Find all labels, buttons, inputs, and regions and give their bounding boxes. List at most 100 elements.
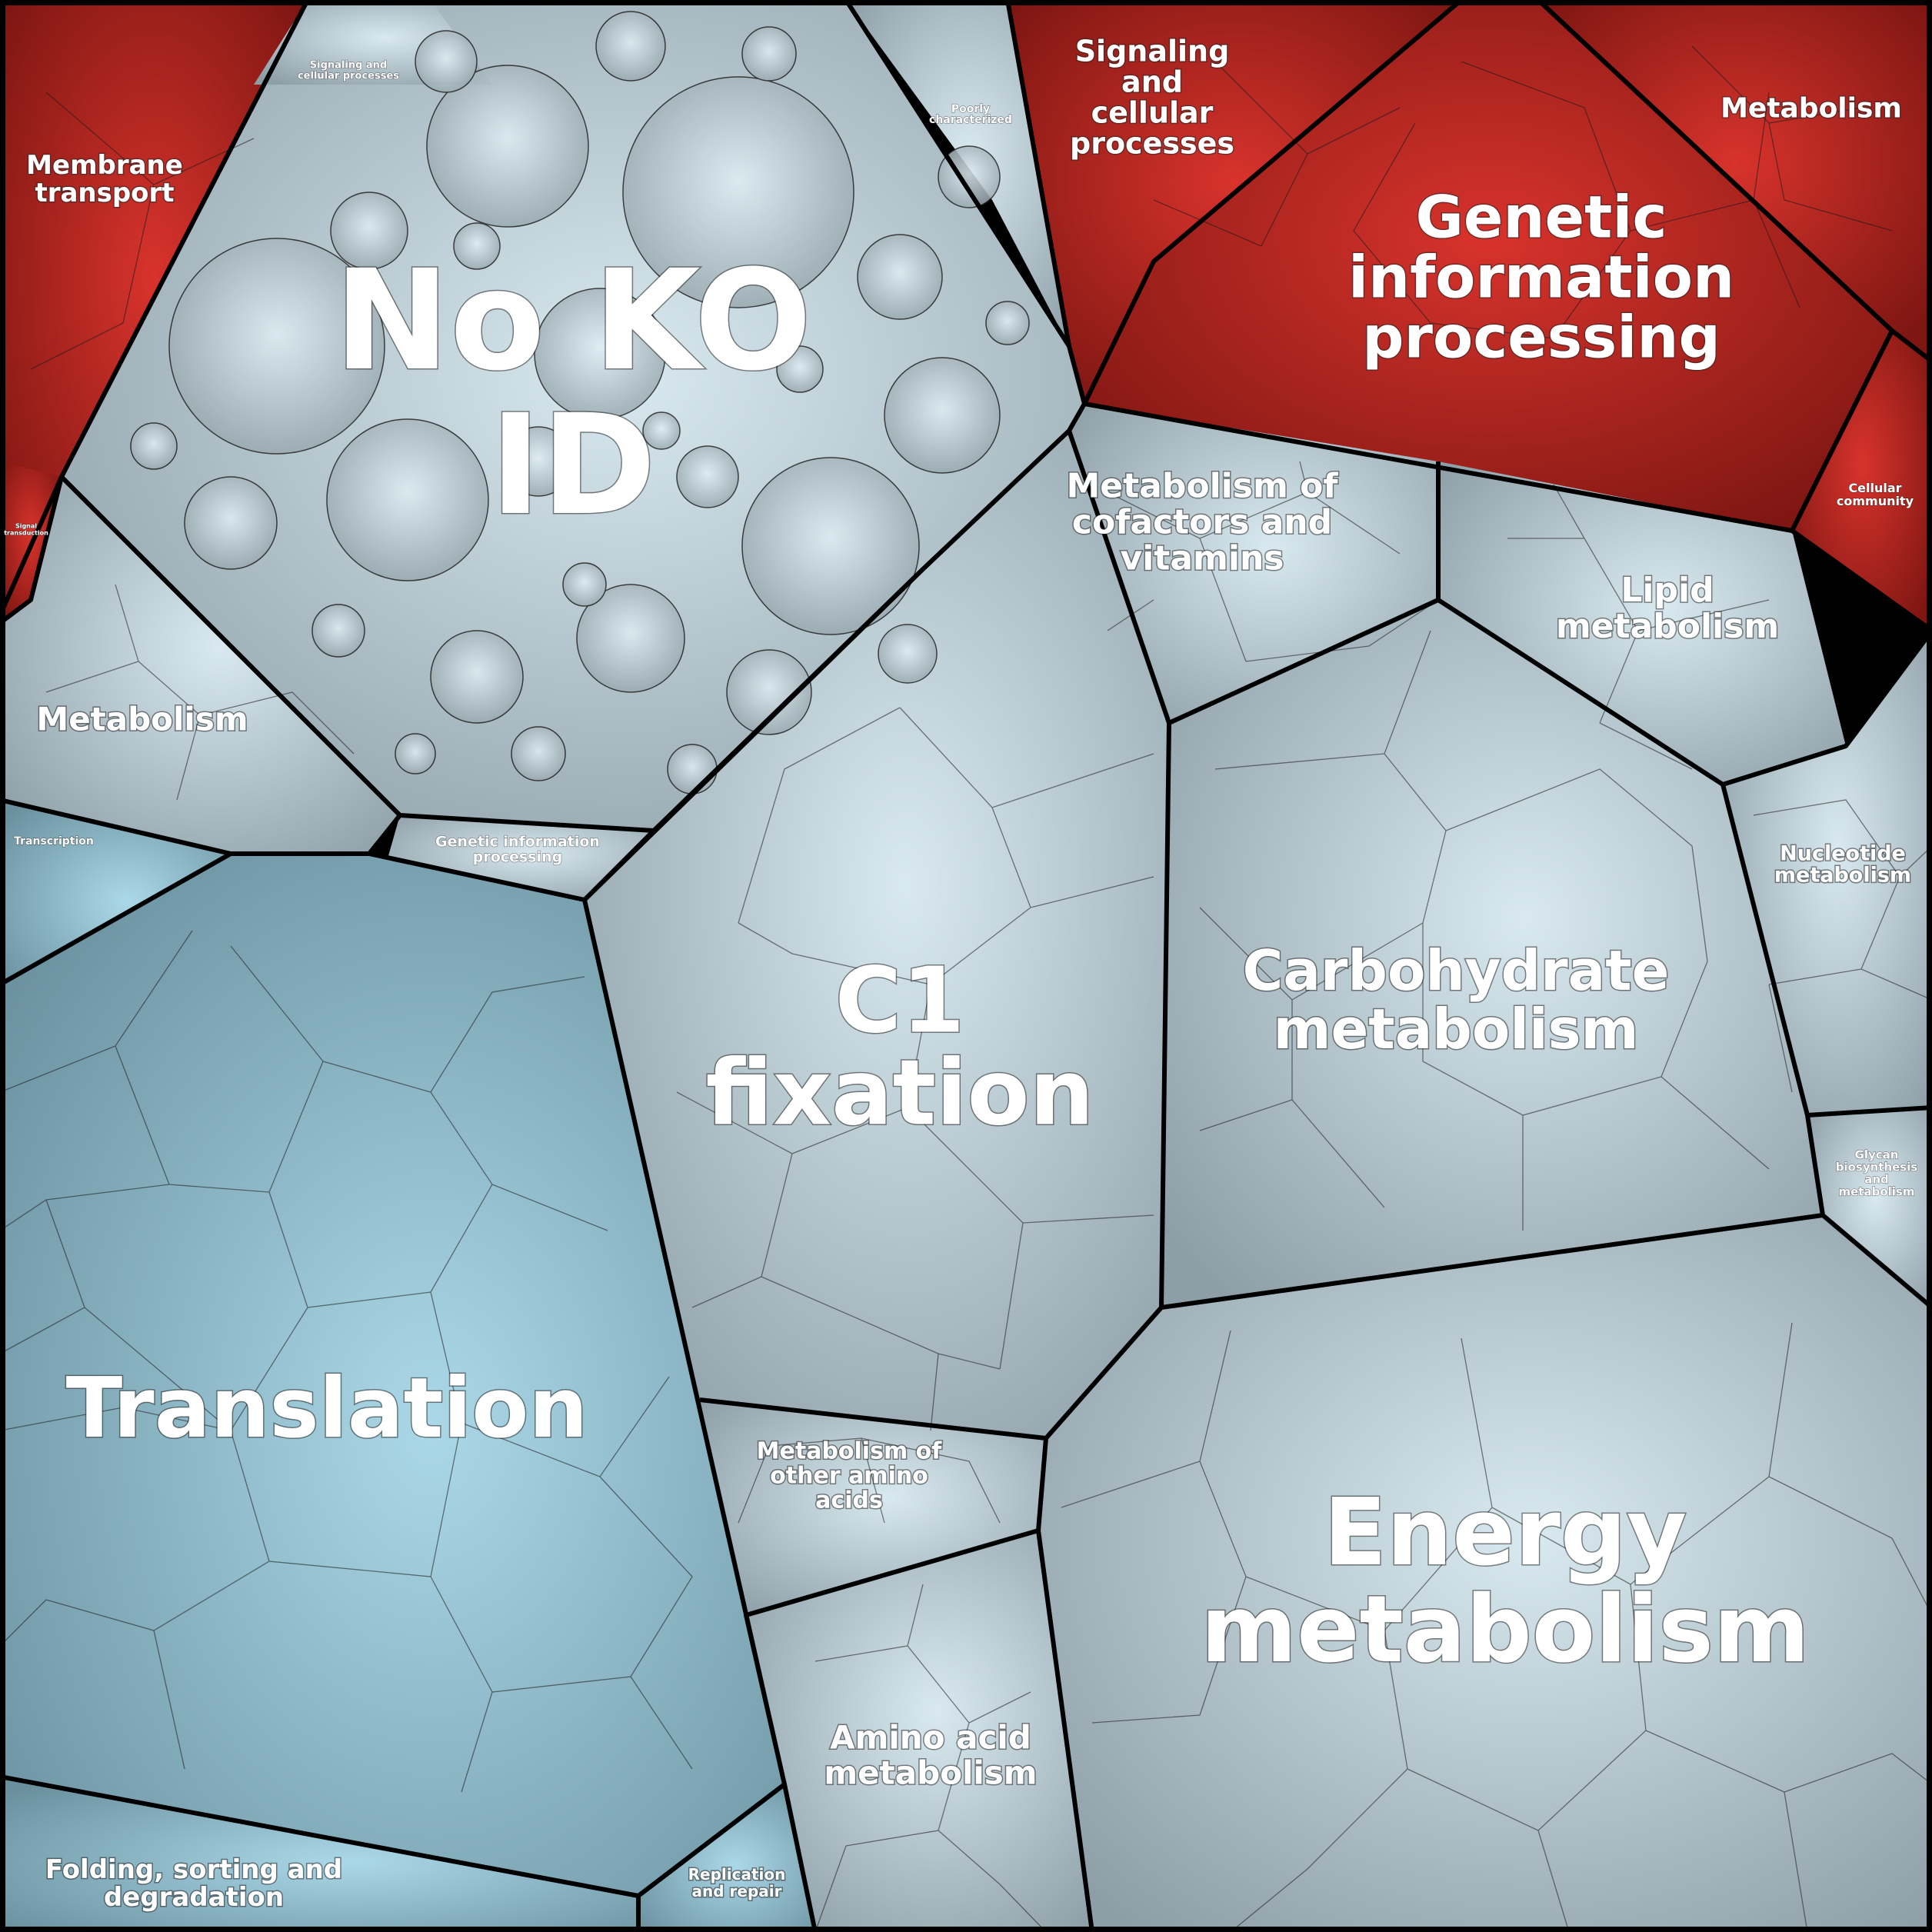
carbohydrate-metabolism-label-line: metabolism <box>1273 997 1638 1061</box>
membrane-transport-label-line: transport <box>35 178 174 208</box>
voronoi-subcells <box>0 11 1932 1932</box>
replication-repair-label-line: and repair <box>692 1882 782 1900</box>
region-c1-fixation[interactable] <box>585 431 1169 1438</box>
region-carbohydrate-metabolism[interactable] <box>1161 600 1823 1307</box>
region-lipid-metabolism[interactable] <box>1438 461 1846 784</box>
genetic-info-small-label-line: Genetic information <box>435 834 600 851</box>
signaling-cellular-red-label-line: cellular <box>1091 95 1214 129</box>
metabolism-left-label-line: Metabolism <box>36 701 248 738</box>
no-ko-id-label-line: No KO <box>334 241 811 401</box>
genetic-info-red-label-line: Genetic <box>1415 183 1667 251</box>
lipid-metabolism-label-line: metabolism <box>1556 607 1779 646</box>
region-nucleotide-metabolism[interactable] <box>1723 631 1932 1115</box>
signaling-cellular-small-label-line: Signaling and <box>310 60 387 72</box>
amino-acid-metabolism-label-line: Amino acid <box>830 1719 1031 1757</box>
nucleotide-metabolism-label: Nucleotide metabolism <box>1774 841 1911 887</box>
amino-acid-metabolism-label-line: metabolism <box>824 1754 1037 1792</box>
metabolism-red-label: Metabolism <box>1720 93 1902 125</box>
genetic-info-small-label-line: processing <box>473 849 562 866</box>
genetic-info-red-label-line: information <box>1348 243 1734 311</box>
region-translation[interactable] <box>0 854 784 1896</box>
carbohydrate-metabolism-label: Carbohydrate metabolism <box>1242 938 1669 1061</box>
signal-transduction-label-line: Signal <box>15 522 37 529</box>
c1-fixation-label: C1 fixation <box>705 947 1094 1145</box>
metabolism-cofactors-label: Metabolism of cofactors and vitamins <box>1067 466 1339 578</box>
signaling-cellular-red-label: Signaling and cellular processes <box>1070 34 1234 160</box>
energy-metabolism-label: Energy metabolism <box>1201 1480 1810 1684</box>
lipid-metabolism-label: Lipid metabolism <box>1556 571 1779 646</box>
c1-fixation-cells <box>676 707 1154 1431</box>
region-other-amino-acids[interactable] <box>700 1400 1046 1615</box>
transcription-label-line: Transcription <box>14 835 94 848</box>
poorly-characterized-label-line: Poorly <box>951 103 990 115</box>
poorly-characterized-label-line: characterized <box>929 114 1012 126</box>
carbohydrate-metabolism-label-line: Carbohydrate <box>1242 938 1669 1003</box>
region-energy-metabolism[interactable] <box>1038 1215 1932 1932</box>
signaling-cellular-small-label-line: cellular processes <box>298 71 399 82</box>
translation-cells <box>0 930 693 1793</box>
c1-fixation-label-line: fixation <box>705 1039 1094 1145</box>
poorly-characterized-label: Poorly characterized <box>929 103 1012 126</box>
region-signaling-cellular-red[interactable] <box>1008 0 1461 404</box>
other-amino-acids-label: Metabolism of other amino acids <box>757 1438 943 1514</box>
membrane-transport-label-line: Membrane <box>26 150 183 181</box>
region-membrane-transport[interactable] <box>0 0 308 615</box>
translation-label-line: Translation <box>66 1361 588 1457</box>
cellular-community-label: Cellular community <box>1837 481 1914 508</box>
signal-transduction-label-line: transduction <box>4 529 48 536</box>
region-metabolism-cofactors[interactable] <box>1069 404 1438 723</box>
genetic-info-red-label: Genetic information processing <box>1348 183 1734 371</box>
energy-metabolism-label-line: Energy <box>1324 1480 1687 1587</box>
glycan-biosynthesis-label-line: metabolism <box>1839 1184 1915 1198</box>
region-poorly-characterized[interactable] <box>846 0 1069 346</box>
region-replication-repair[interactable] <box>638 1784 815 1932</box>
region-folding-sorting[interactable] <box>0 1777 638 1932</box>
energy-metabolism-label-line: metabolism <box>1201 1577 1810 1684</box>
no-ko-id-bubbles <box>130 11 1030 794</box>
signaling-cellular-small-label: Signaling and cellular processes <box>298 60 399 82</box>
misc-small-cells <box>30 45 1932 1932</box>
nucleotide-metabolism-label-line: metabolism <box>1774 863 1911 887</box>
signal-transduction-label: Signal transduction <box>4 522 48 536</box>
region-genetic-info-red[interactable] <box>1084 0 1892 531</box>
glycan-biosynthesis-label-line: biosynthesis <box>1836 1160 1918 1174</box>
metabolism-cofactors-label-line: cofactors and <box>1072 502 1332 541</box>
no-ko-id-label-line: ID <box>490 385 656 546</box>
signaling-cellular-red-label-line: processes <box>1070 126 1234 160</box>
amino-acid-metabolism-label: Amino acid metabolism <box>824 1719 1037 1792</box>
genetic-info-red-label-line: processing <box>1362 303 1720 371</box>
glycan-biosynthesis-label-line: and <box>1864 1172 1889 1186</box>
folding-sorting-label: Folding, sorting and degradation <box>45 1854 342 1913</box>
metabolism-cofactors-label-line: vitamins <box>1121 538 1284 578</box>
region-metabolism-left[interactable] <box>0 477 400 854</box>
carbohydrate-cells <box>1199 630 1770 1231</box>
cellular-community-label-line: community <box>1837 494 1914 508</box>
region-transcription[interactable] <box>0 800 231 984</box>
replication-repair-label-line: Replication <box>688 1865 786 1884</box>
translation-label: Translation <box>66 1361 588 1457</box>
c1-fixation-label-line: C1 <box>835 947 965 1053</box>
metabolism-cofactors-label-line: Metabolism of <box>1067 466 1339 505</box>
metabolism-red-label-line: Metabolism <box>1720 93 1902 125</box>
folding-sorting-label-line: degradation <box>104 1882 284 1913</box>
genetic-info-small-label: Genetic information processing <box>435 834 600 866</box>
folding-sorting-label-line: Folding, sorting and <box>45 1854 342 1885</box>
membrane-transport-label: Membrane transport <box>26 150 183 208</box>
signaling-cellular-red-label-line: and <box>1121 65 1183 98</box>
signaling-cellular-red-label-line: Signaling <box>1075 34 1230 68</box>
transcription-label: Transcription <box>14 835 94 848</box>
energy-cells <box>1061 1322 1932 1932</box>
other-amino-acids-label-line: other amino <box>770 1463 928 1490</box>
lipid-metabolism-label-line: Lipid <box>1621 571 1714 610</box>
glycan-biosynthesis-label-line: Glycan <box>1855 1148 1899 1161</box>
other-amino-acids-label-line: acids <box>815 1487 883 1514</box>
replication-repair-label: Replication and repair <box>688 1865 786 1900</box>
metabolism-left-label: Metabolism <box>36 701 248 738</box>
nucleotide-metabolism-label-line: Nucleotide <box>1780 841 1906 865</box>
region-amino-acid-metabolism[interactable] <box>746 1531 1092 1932</box>
region-glycan-biosynthesis[interactable] <box>1807 1108 1932 1307</box>
no-ko-id-label: No KO ID <box>334 241 811 546</box>
